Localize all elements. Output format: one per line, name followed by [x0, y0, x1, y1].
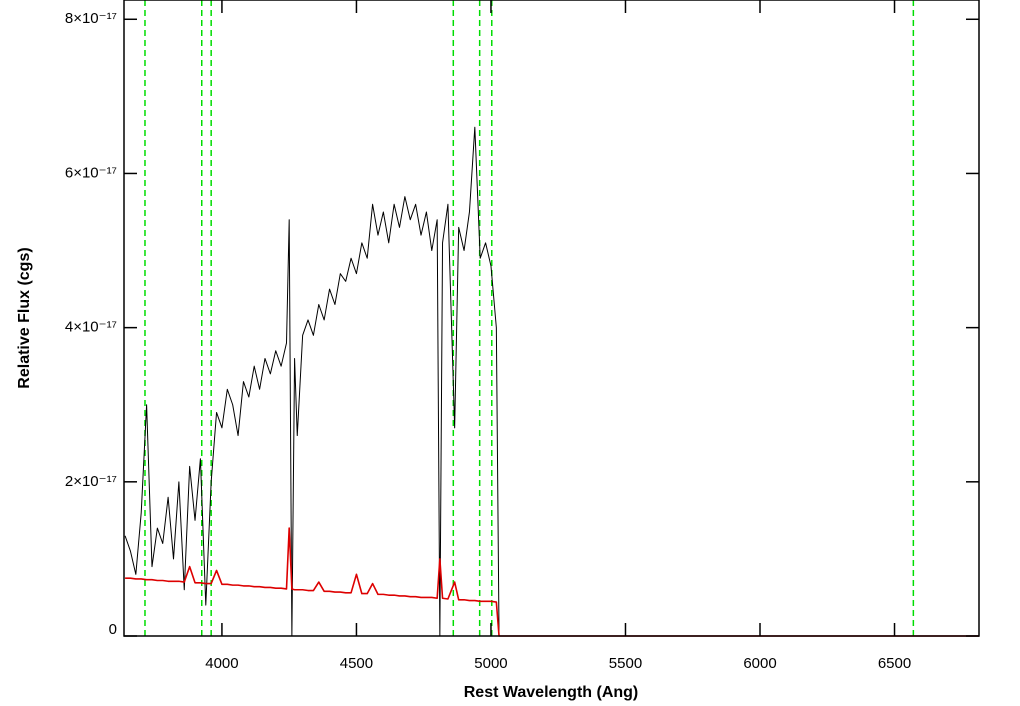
y-axis-title: Relative Flux (cgs): [16, 247, 33, 388]
x-tick-label: 4500: [340, 655, 373, 672]
y-tick-label: 6×10⁻¹⁷: [65, 164, 117, 181]
series-line: [125, 527, 979, 637]
x-tick-label: 6000: [743, 655, 776, 672]
x-tick-label: 6500: [878, 655, 911, 672]
x-tick-label: 5000: [474, 655, 507, 672]
x-tick-label: 4000: [205, 655, 238, 672]
series-line: [124, 126, 979, 637]
y-tick-label: 2×10⁻¹⁷: [65, 473, 117, 490]
x-tick-label: 5500: [609, 655, 642, 672]
y-tick-label: 0: [109, 621, 117, 638]
y-tick-label: 4×10⁻¹⁷: [65, 319, 117, 336]
x-axis-title: Rest Wavelength (Ang): [464, 684, 639, 701]
y-tick-label: 8×10⁻¹⁷: [65, 10, 117, 27]
plot-frame: [123, 0, 980, 637]
